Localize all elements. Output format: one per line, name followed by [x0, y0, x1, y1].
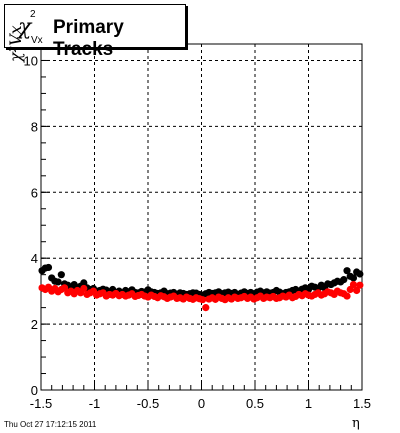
- title-text: Primary Tracks: [53, 17, 124, 60]
- data-point-red: [198, 296, 207, 304]
- y-tick-label: 0: [31, 383, 38, 398]
- data-point-black: [54, 278, 62, 286]
- y-tick-label: 4: [31, 251, 38, 266]
- timestamp: Thu Oct 27 17:12:15 2011: [4, 420, 97, 429]
- grid-lines: [41, 44, 362, 390]
- x-tick-label: 0.5: [246, 396, 264, 411]
- data-point-red: [80, 284, 88, 293]
- y-tick-label: 10: [24, 53, 38, 68]
- axis-ticks: [40, 43, 363, 391]
- data-point-red: [202, 304, 210, 312]
- x-tick-label: -1.5: [30, 396, 52, 411]
- tick-labels: -1.5 -1 -0.5 0 0.5 1 1.5 0 2 4 6 8 10: [24, 53, 372, 411]
- data-point-red: [349, 280, 358, 289]
- y-tick-label: 8: [31, 119, 38, 134]
- y-tick-label: 2: [31, 317, 38, 332]
- data-points: [38, 263, 364, 312]
- data-point-black: [44, 263, 53, 272]
- data-point-black: [356, 270, 364, 278]
- title-subscript: Vx: [31, 35, 43, 46]
- x-axis-label: η: [352, 416, 360, 431]
- y-axis-label: χ²Vx: [6, 25, 25, 62]
- x-tick-label: 0: [198, 396, 205, 411]
- data-point-black: [57, 271, 65, 279]
- x-tick-label: 1.5: [353, 396, 371, 411]
- data-point-black: [349, 274, 358, 282]
- title-box: χ 2 Vx Primary Tracks: [4, 4, 186, 60]
- x-tick-label: -1: [89, 396, 101, 411]
- title-superscript: 2: [30, 9, 36, 20]
- data-point-red: [353, 286, 361, 295]
- y-tick-label: 6: [31, 185, 38, 200]
- data-point-red: [343, 292, 351, 300]
- title-symbol: χ: [18, 15, 32, 40]
- x-tick-label: -0.5: [137, 396, 159, 411]
- data-point-black: [343, 267, 351, 275]
- data-point-red: [356, 281, 364, 289]
- x-tick-label: 1: [305, 396, 312, 411]
- data-point-black: [340, 276, 348, 284]
